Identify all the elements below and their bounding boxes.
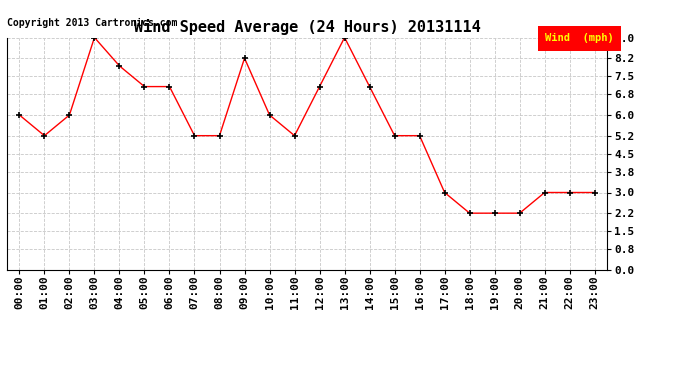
Title: Wind Speed Average (24 Hours) 20131114: Wind Speed Average (24 Hours) 20131114	[134, 19, 480, 35]
Text: Wind  (mph): Wind (mph)	[545, 33, 614, 44]
Text: Copyright 2013 Cartronics.com: Copyright 2013 Cartronics.com	[7, 18, 177, 28]
